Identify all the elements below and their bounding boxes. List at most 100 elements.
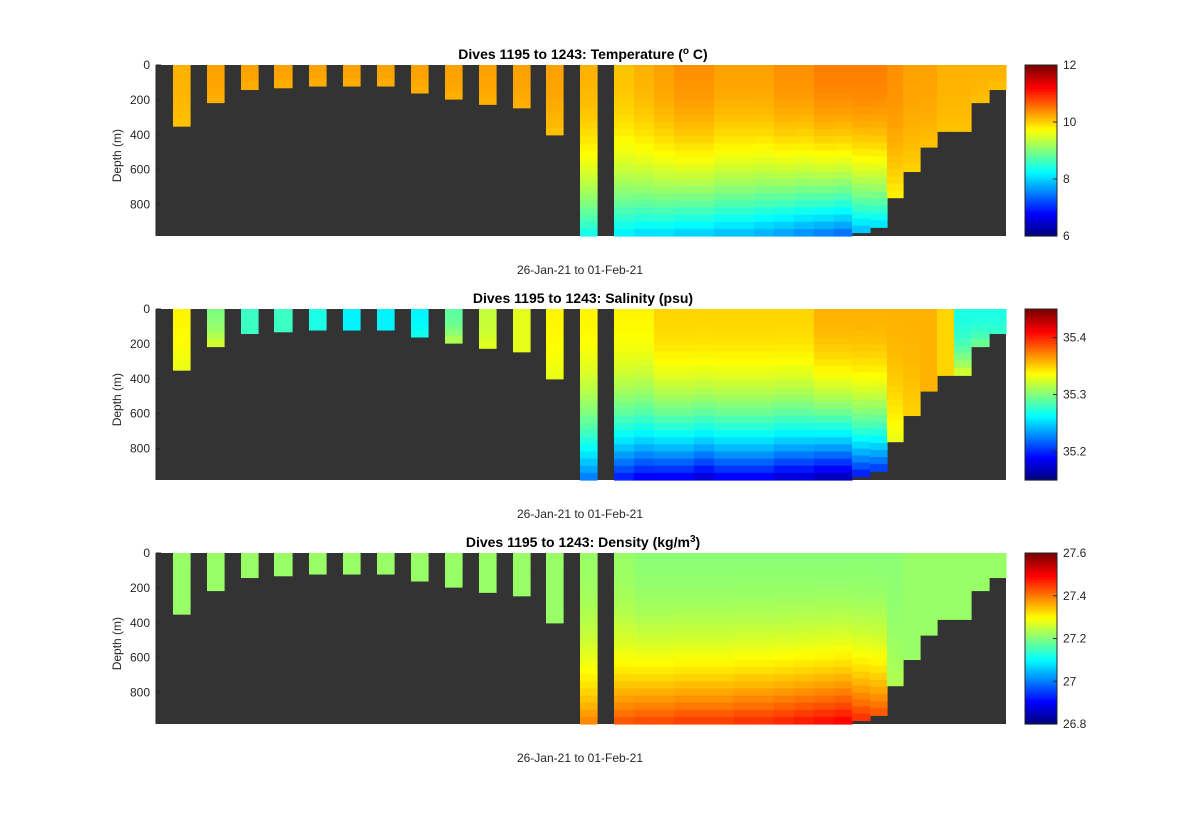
data-cell	[654, 465, 675, 474]
title-superscript: o	[683, 46, 689, 57]
colorbar-cell	[1025, 625, 1057, 629]
y-axis-label: Depth (m)	[110, 617, 124, 670]
data-cell	[754, 150, 775, 159]
data-cell	[887, 371, 904, 380]
colorbar-cell	[1025, 327, 1057, 331]
data-cell	[834, 602, 853, 611]
colorbar-cell	[1025, 107, 1057, 112]
data-cell	[774, 674, 795, 682]
data-cell	[937, 123, 955, 132]
colorbar-cell	[1025, 171, 1057, 176]
data-cell	[546, 92, 564, 101]
data-cell	[173, 363, 191, 371]
data-cell	[852, 643, 871, 652]
data-cell	[814, 444, 835, 453]
colorbar-cell	[1025, 654, 1057, 658]
data-cell	[377, 65, 395, 73]
data-cell	[734, 624, 755, 632]
data-cell	[852, 127, 871, 136]
data-cell	[694, 415, 715, 424]
data-cell	[546, 322, 564, 331]
data-cell	[614, 458, 635, 467]
data-cell	[903, 65, 921, 73]
profile-column	[714, 65, 735, 237]
data-cell	[207, 575, 225, 584]
data-cell	[794, 560, 815, 568]
data-cell	[654, 709, 675, 718]
y-tick-label: 0	[143, 302, 150, 316]
data-cell	[654, 387, 675, 396]
data-cell	[714, 330, 735, 339]
data-cell	[852, 378, 871, 387]
data-cell	[634, 150, 655, 159]
data-cell	[887, 650, 904, 659]
data-cell	[580, 330, 598, 339]
data-cell	[870, 65, 888, 73]
data-cell	[614, 659, 635, 668]
data-cell	[834, 337, 853, 346]
data-cell	[614, 567, 635, 575]
data-cell	[834, 179, 853, 187]
data-cell	[714, 695, 735, 704]
data-cell	[734, 645, 755, 654]
data-cell	[774, 444, 795, 453]
data-cell	[834, 553, 853, 561]
colorbar-cell	[1025, 558, 1057, 562]
profile-column	[887, 65, 904, 199]
data-cell	[734, 330, 755, 339]
colorbar-cell	[1025, 603, 1057, 608]
data-cell	[714, 444, 735, 453]
colorbar-cell	[1025, 150, 1057, 154]
data-cell	[852, 427, 871, 436]
data-cell	[887, 309, 904, 317]
data-cell	[674, 695, 695, 704]
data-cell	[989, 309, 1007, 318]
data-cell	[814, 387, 835, 396]
data-cell	[794, 681, 815, 689]
data-cell	[870, 149, 888, 158]
data-cell	[920, 594, 938, 602]
data-cell	[887, 420, 904, 429]
data-cell	[774, 380, 795, 388]
colorbar-cell	[1025, 553, 1057, 557]
data-cell	[887, 315, 904, 324]
data-cell	[870, 79, 888, 87]
data-cell	[887, 664, 904, 673]
data-cell	[937, 331, 955, 340]
data-cell	[903, 316, 921, 324]
data-cell	[774, 617, 795, 625]
colorbar-cell	[1025, 91, 1057, 95]
data-cell	[634, 709, 655, 718]
data-cell	[814, 344, 835, 353]
profile-column	[887, 553, 904, 687]
data-cell	[654, 309, 675, 317]
data-cell	[309, 322, 327, 331]
colorbar-cell	[1025, 691, 1057, 696]
data-cell	[513, 553, 531, 561]
profile-column	[754, 309, 775, 481]
data-cell	[834, 309, 853, 317]
data-cell	[734, 193, 755, 201]
data-cell	[774, 86, 795, 95]
data-cell	[173, 105, 191, 114]
data-cell	[870, 379, 888, 388]
data-cell	[694, 423, 715, 431]
data-cell	[614, 79, 635, 87]
data-cell	[814, 79, 835, 87]
data-cell	[654, 574, 675, 583]
data-cell	[734, 702, 755, 711]
data-cell	[614, 638, 635, 647]
data-cell	[870, 630, 888, 639]
data-cell	[887, 99, 904, 108]
data-cell	[634, 337, 655, 346]
colorbar-cell	[1025, 83, 1057, 87]
data-cell	[694, 716, 715, 725]
data-cell	[754, 129, 775, 137]
data-cell	[634, 344, 655, 353]
data-cell	[754, 79, 775, 87]
data-cell	[614, 150, 635, 159]
data-cell	[580, 179, 598, 187]
data-cell	[754, 472, 775, 481]
data-cell	[754, 136, 775, 144]
data-cell	[887, 85, 904, 94]
